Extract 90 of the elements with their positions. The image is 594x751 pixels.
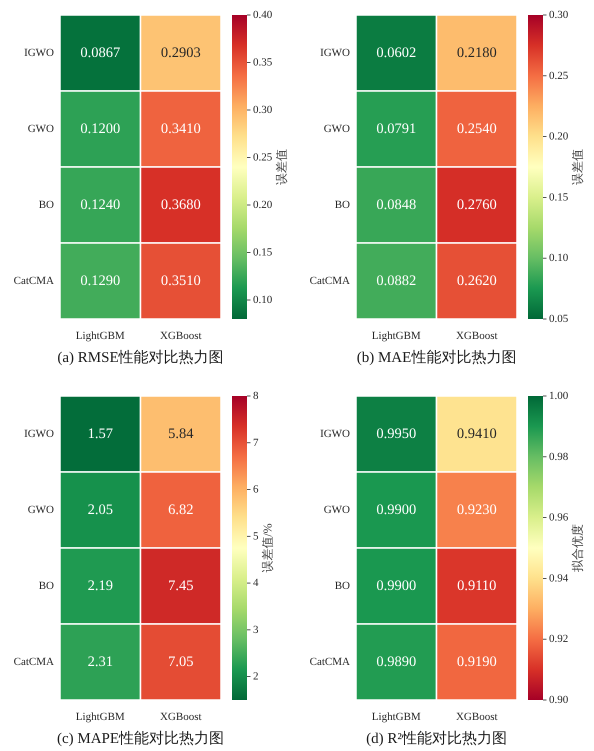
color-bar-label: 0.96 — [549, 512, 569, 524]
color-bar-label: 0.90 — [549, 694, 569, 706]
y-tick-label: GWO — [324, 123, 350, 135]
data-label: 0.9900 — [376, 502, 416, 518]
data-label: 1.57 — [88, 426, 113, 442]
x-tick-label: XGBoost — [456, 330, 498, 342]
x-tick-label: LightGBM — [372, 711, 421, 723]
color-bar-label: 0.20 — [549, 130, 569, 143]
color-bar-title: 误差值 — [570, 149, 584, 185]
x-tick-label: LightGBM — [76, 711, 125, 723]
data-label: 2.19 — [88, 578, 113, 594]
color-bar-label: 0.10 — [549, 252, 569, 264]
data-label: 0.2180 — [456, 45, 497, 61]
text: (d) R²性能对比热力图 — [366, 730, 507, 747]
data-label: 0.9900 — [376, 578, 416, 594]
color-bar-label: 0.25 — [253, 152, 273, 164]
y-tick-label: GWO — [28, 123, 54, 135]
data-label: 0.0882 — [376, 273, 416, 289]
data-label: 0.2903 — [160, 45, 201, 61]
data-label: 0.2540 — [456, 121, 497, 137]
data-label: 0.3680 — [160, 197, 201, 213]
y-tick-label: IGWO — [320, 47, 350, 59]
color-bar-label: 0.10 — [253, 294, 273, 306]
y-tick-label: BO — [334, 580, 350, 592]
color-bar-label: 6 — [253, 484, 259, 496]
data-label: 6.82 — [168, 502, 194, 518]
color-bar-label: 0.15 — [253, 246, 273, 258]
data-label: 0.1200 — [80, 121, 120, 137]
text: (c) MAPE性能对比热力图 — [56, 730, 224, 747]
y-tick-label: IGWO — [24, 47, 54, 59]
data-label: 0.3410 — [160, 121, 201, 137]
x-tick-label: LightGBM — [372, 330, 421, 342]
y-tick-label: BO — [38, 199, 54, 211]
color-bar-label: 0.25 — [549, 70, 569, 82]
y-tick-label: IGWO — [24, 428, 54, 440]
y-tick-label: CatCMA — [310, 275, 350, 287]
data-label: 2.05 — [88, 502, 113, 518]
color-bar-title: 误差值/% — [260, 523, 274, 573]
color-bar-label: 0.35 — [253, 56, 273, 68]
color-bar-label: 5 — [253, 530, 259, 542]
data-label: 0.9230 — [456, 502, 497, 518]
data-label: 0.9110 — [457, 578, 496, 594]
color-bar-title: 误差值 — [274, 149, 288, 185]
color-bar-label: 0.40 — [253, 9, 273, 21]
y-tick-label: CatCMA — [14, 275, 54, 287]
y-tick-label: BO — [334, 199, 350, 211]
color-bar-label: 4 — [253, 577, 259, 590]
data-label: 0.1290 — [80, 273, 120, 289]
y-tick-label: CatCMA — [310, 656, 350, 668]
x-tick-label: XGBoost — [160, 330, 202, 342]
color-bar-label: 0.94 — [549, 572, 569, 584]
color-bar-label: 7 — [253, 436, 259, 449]
data-label: 2.31 — [88, 654, 113, 670]
data-label: 7.05 — [168, 654, 194, 670]
color-bar-label: 0.15 — [549, 191, 569, 204]
x-tick-label: XGBoost — [160, 711, 202, 723]
data-label: 0.0867 — [80, 45, 120, 61]
data-label: 0.0791 — [376, 121, 416, 137]
color-bar-label: 0.98 — [549, 450, 569, 463]
color-bar-label: 0.30 — [549, 9, 569, 21]
text: (b) MAE性能对比热力图 — [356, 349, 516, 366]
data-label: 0.1240 — [80, 197, 120, 213]
color-bar-label: 0.05 — [549, 313, 569, 325]
color-bar-label: 0.92 — [549, 633, 568, 646]
y-tick-label: BO — [38, 580, 54, 592]
x-tick-label: LightGBM — [76, 330, 125, 342]
data-label: 0.0848 — [376, 197, 416, 213]
color-bar-label: 2 — [253, 670, 258, 683]
color-bar-label: 3 — [253, 624, 259, 636]
data-label: 0.9410 — [456, 426, 497, 442]
data-label: 0.9190 — [456, 654, 497, 670]
data-label: 0.3510 — [160, 273, 201, 289]
y-tick-label: CatCMA — [14, 656, 54, 668]
data-label: 5.84 — [168, 426, 194, 442]
data-label: 0.2620 — [456, 273, 497, 289]
color-bar-label: 0.30 — [253, 104, 273, 116]
text: (a) RMSE性能对比热力图 — [57, 349, 224, 366]
data-label: 0.9890 — [376, 654, 416, 670]
y-tick-label: IGWO — [320, 428, 350, 440]
x-tick-label: XGBoost — [456, 711, 498, 723]
data-label: 0.2760 — [456, 197, 497, 213]
data-label: 0.0602 — [376, 45, 416, 61]
color-bar-label: 0.20 — [253, 199, 273, 211]
y-tick-label: GWO — [28, 504, 54, 516]
y-tick-label: GWO — [324, 504, 350, 516]
color-bar-label: 1.00 — [549, 390, 569, 402]
color-bar-label: 8 — [253, 390, 259, 402]
color-bar-title: 拟合优度 — [570, 524, 584, 572]
data-label: 7.45 — [168, 578, 194, 594]
data-label: 0.9950 — [376, 426, 416, 442]
